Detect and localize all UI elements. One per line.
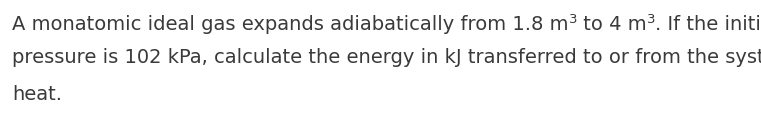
Text: heat.: heat. [12,85,62,104]
Text: 3: 3 [647,13,655,26]
Text: . If the initial: . If the initial [655,15,761,34]
Text: to 4 m: to 4 m [577,15,647,34]
Text: A monatomic ideal gas expands adiabatically from 1.8 m: A monatomic ideal gas expands adiabatica… [12,15,568,34]
Text: 3: 3 [568,13,577,26]
Text: pressure is 102 kPa, calculate the energy in kJ transferred to or from the syste: pressure is 102 kPa, calculate the energ… [12,48,761,67]
